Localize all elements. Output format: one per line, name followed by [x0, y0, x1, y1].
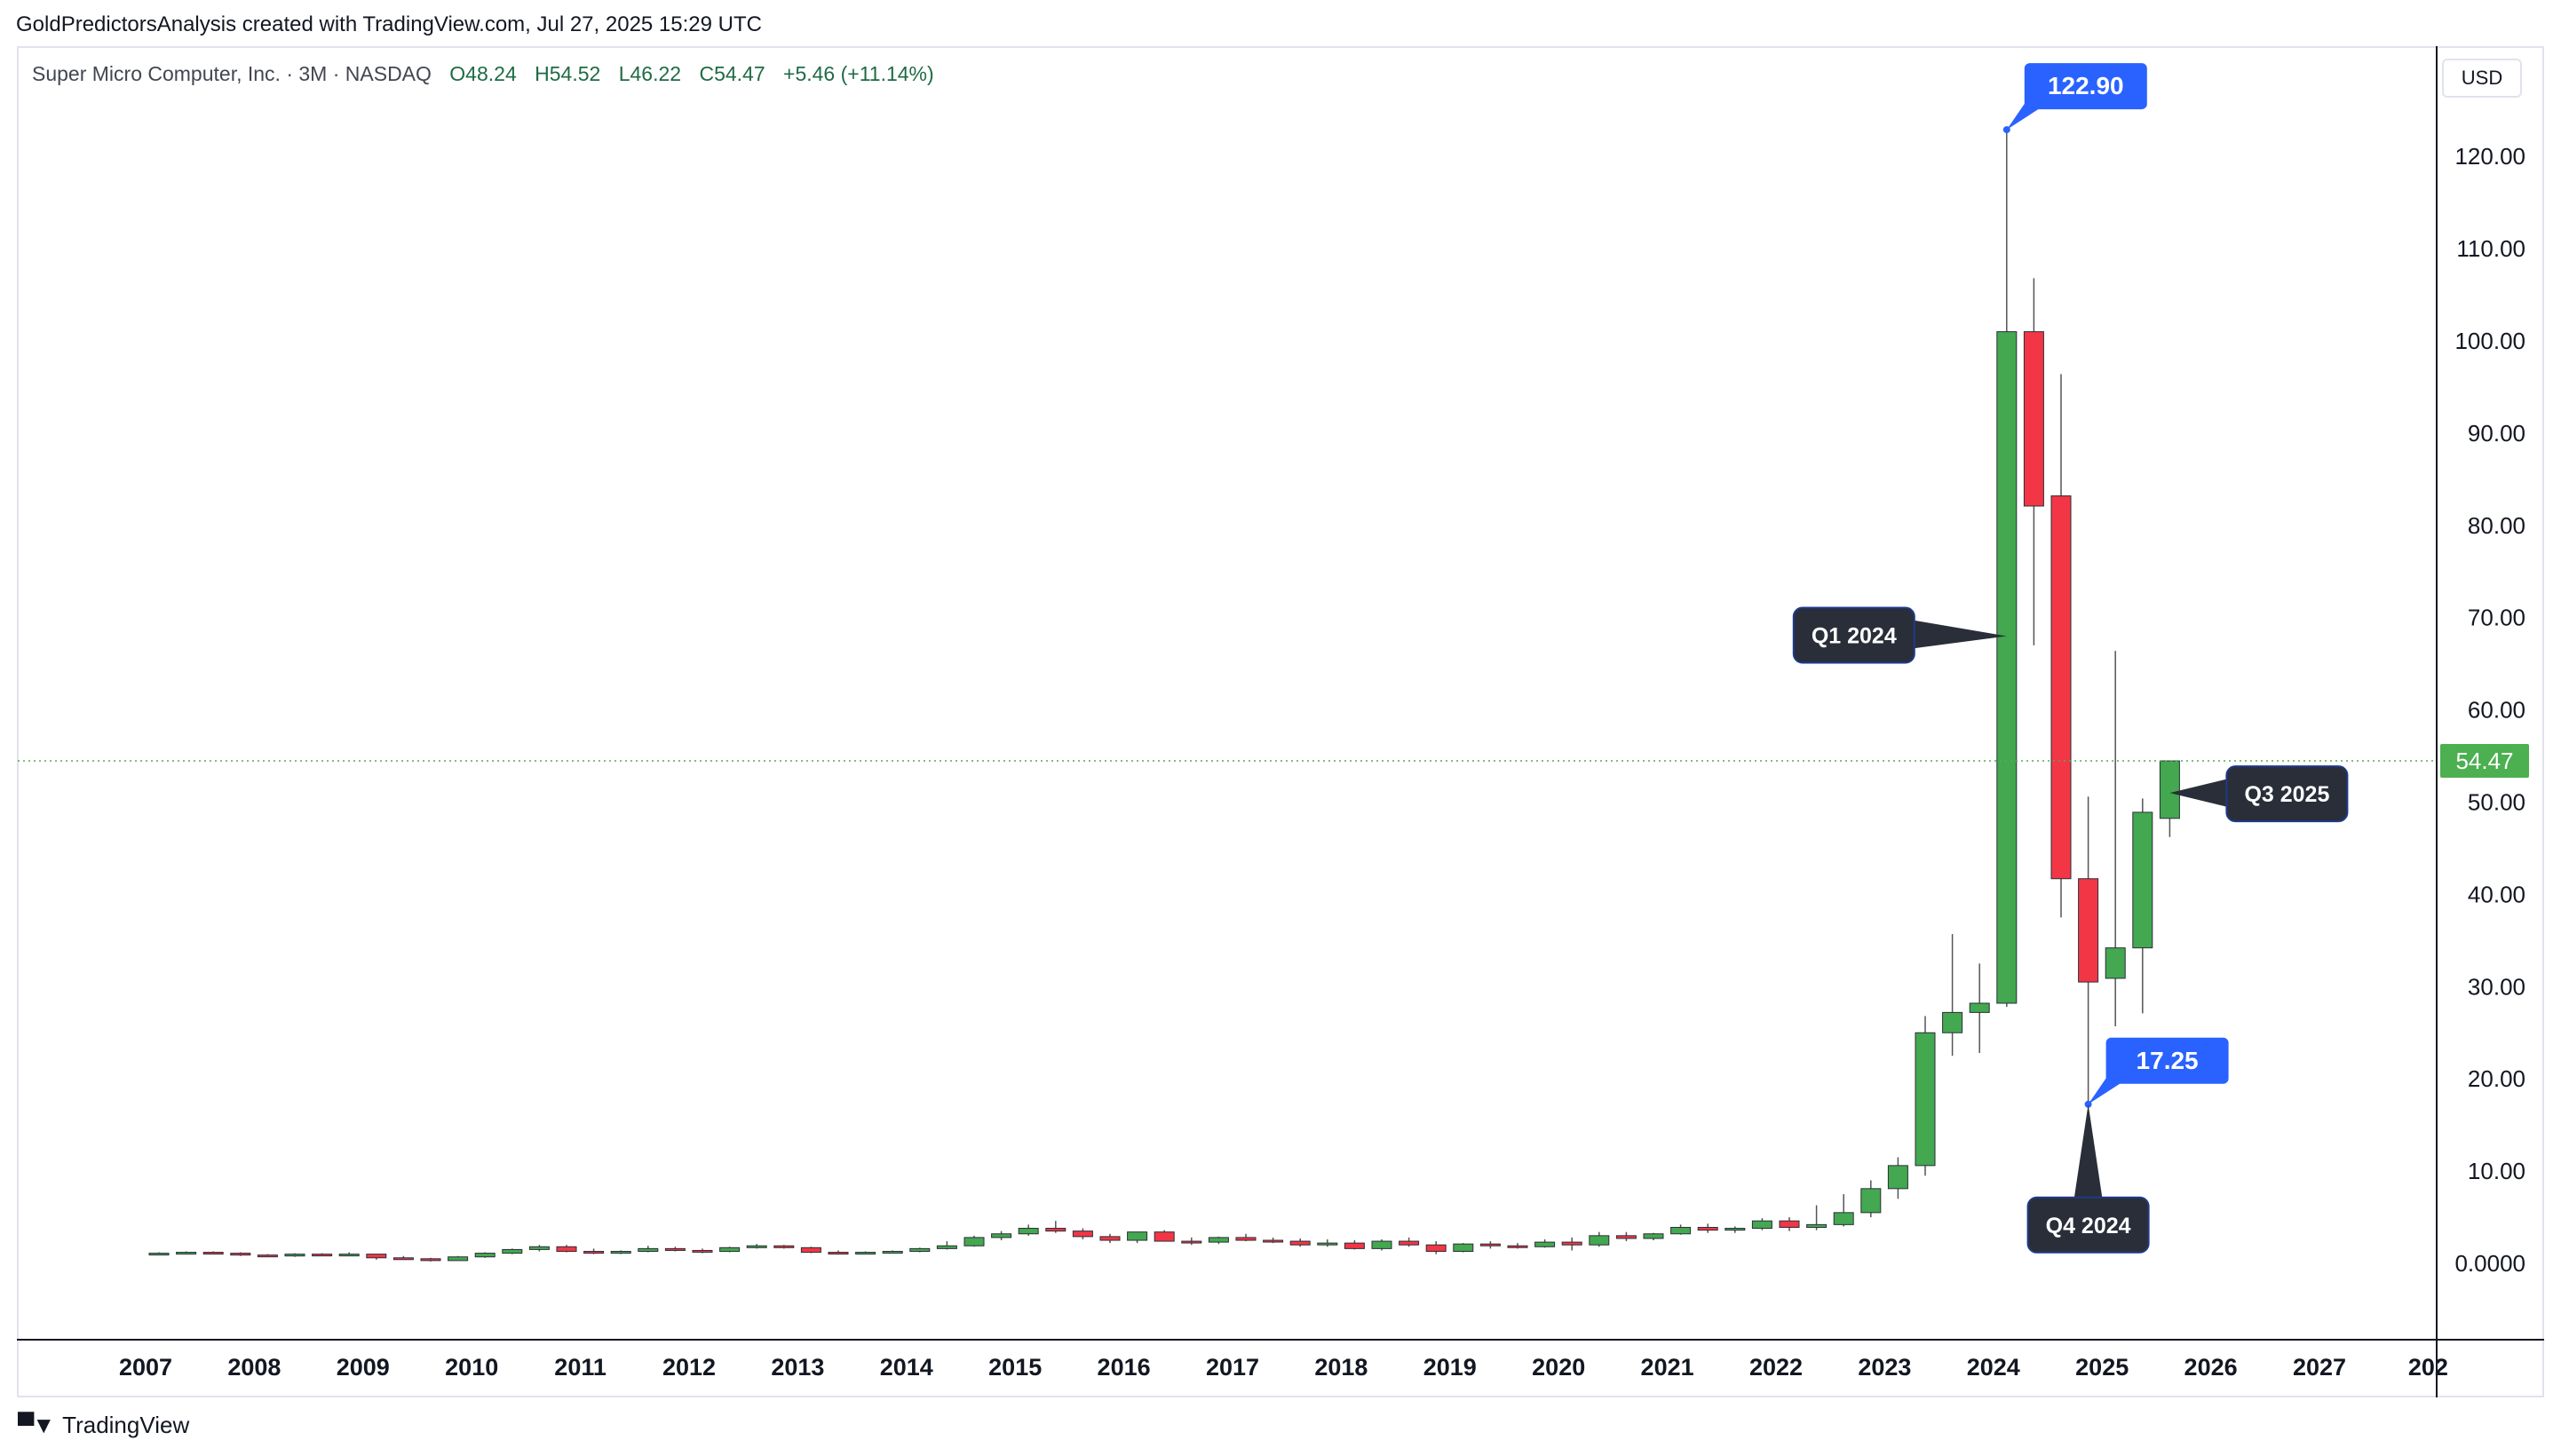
symbol-legend[interactable]: Super Micro Computer, Inc. · 3M · NASDAQ…: [32, 62, 934, 86]
chart-frame: [17, 46, 2544, 1397]
legend-open: O48.24: [449, 62, 517, 85]
tradingview-logo-icon: ▀▼: [18, 1412, 55, 1438]
legend-high: H54.52: [535, 62, 601, 85]
legend-low: L46.22: [618, 62, 682, 85]
currency-button[interactable]: USD: [2442, 59, 2522, 98]
legend-change: +5.46 (+11.14%): [783, 62, 934, 85]
tradingview-brand: TradingView: [62, 1412, 190, 1438]
symbol-title[interactable]: Super Micro Computer, Inc. · 3M · NASDAQ: [32, 62, 432, 85]
legend-close: C54.47: [699, 62, 765, 85]
chart-attribution: GoldPredictorsAnalysis created with Trad…: [16, 12, 762, 36]
tradingview-footer[interactable]: ▀▼ TradingView: [18, 1412, 189, 1439]
